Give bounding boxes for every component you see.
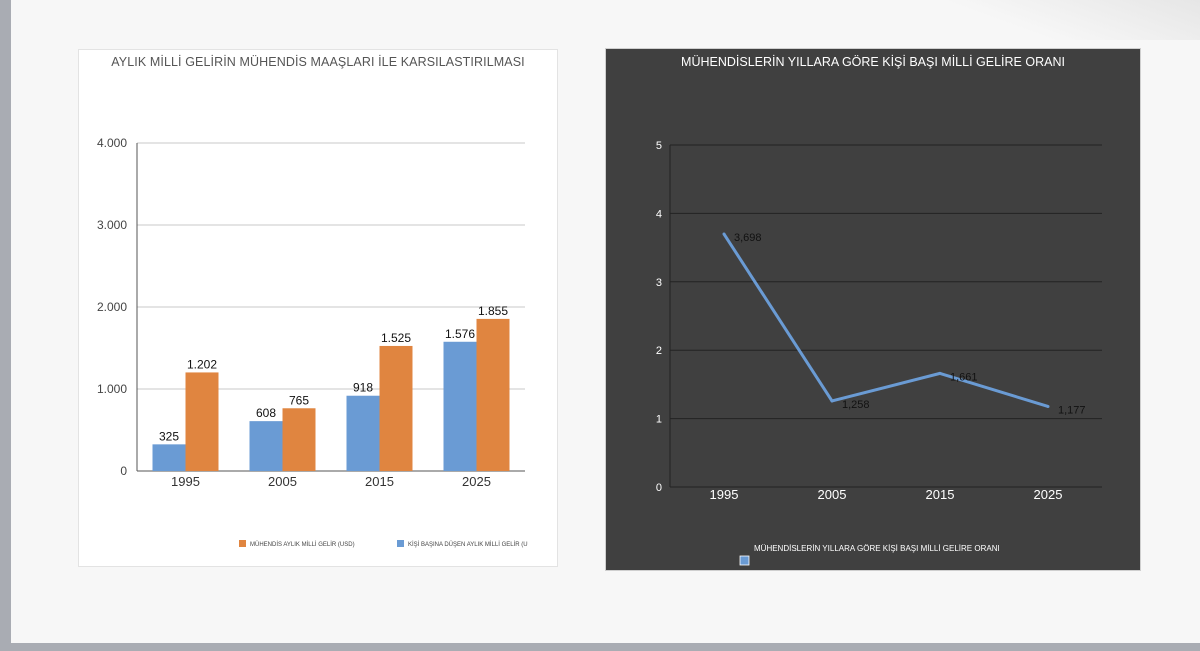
y-tick-label: 4 xyxy=(656,208,662,220)
y-tick-label: 5 xyxy=(656,140,662,152)
bar-2025-series-1 xyxy=(476,318,510,471)
line-chart-svg: MÜHENDİSLERİN YILLARA GÖRE KİŞİ BAŞI MİL… xyxy=(656,55,1102,566)
data-label: 918 xyxy=(353,381,373,395)
chart-title: AYLIK MİLLİ GELİRİN MÜHENDİS MAAŞLARI İL… xyxy=(111,55,524,69)
x-tick-label: 2015 xyxy=(926,487,955,502)
y-tick-label: 4.000 xyxy=(97,136,127,150)
data-label: 1.525 xyxy=(381,331,411,345)
x-tick-label: 1995 xyxy=(171,474,200,489)
x-tick-label: 2005 xyxy=(268,474,297,489)
y-tick-label: 0 xyxy=(656,482,662,494)
y-tick-label: 3 xyxy=(656,277,662,289)
data-label: 608 xyxy=(256,406,276,420)
bar-2025-series-0 xyxy=(443,341,477,471)
data-label: 1.202 xyxy=(187,357,217,371)
legend-swatch xyxy=(397,540,404,547)
y-tick-label: 0 xyxy=(120,464,127,478)
legend-swatch xyxy=(239,540,246,547)
y-tick-label: 1.000 xyxy=(97,382,127,396)
data-label: 1,177 xyxy=(1058,404,1086,416)
data-point xyxy=(830,399,834,403)
bar-2015-series-0 xyxy=(346,395,380,471)
bar-chart-svg: AYLIK MİLLİ GELİRİN MÜHENDİS MAAŞLARI İL… xyxy=(97,55,528,548)
x-tick-label: 1995 xyxy=(710,487,739,502)
data-point xyxy=(938,371,942,375)
legend-label: MÜHENDİS AYLIK MİLLİ GELİR (USD) xyxy=(250,541,355,548)
bar-2005-series-1 xyxy=(282,408,316,471)
data-label: 1,258 xyxy=(842,399,870,411)
data-label: 325 xyxy=(159,429,179,443)
bar-1995-series-0 xyxy=(152,444,186,471)
data-label: 1,661 xyxy=(950,371,978,383)
x-tick-label: 2025 xyxy=(1034,487,1063,502)
chart-title: MÜHENDİSLERİN YILLARA GÖRE KİŞİ BAŞI MİL… xyxy=(681,55,1065,69)
bar-1995-series-1 xyxy=(185,372,219,471)
x-tick-label: 2005 xyxy=(818,487,847,502)
data-label: 1.855 xyxy=(478,304,508,318)
x-tick-label: 2015 xyxy=(365,474,394,489)
series-line xyxy=(722,233,1049,408)
y-tick-label: 2.000 xyxy=(97,300,127,314)
page-shadow xyxy=(940,0,1200,40)
line-chart-panel: MÜHENDİSLERİN YILLARA GÖRE KİŞİ BAŞI MİL… xyxy=(605,48,1141,571)
data-point xyxy=(722,232,726,236)
legend-label: MÜHENDİSLERİN YILLARA GÖRE KİŞİ BAŞI MİL… xyxy=(754,544,1000,553)
data-point xyxy=(1046,404,1050,408)
data-label: 765 xyxy=(289,393,309,407)
x-tick-label: 2025 xyxy=(462,474,491,489)
data-label: 1.576 xyxy=(445,327,475,341)
bar-2005-series-0 xyxy=(249,421,283,471)
bar-chart-panel: AYLIK MİLLİ GELİRİN MÜHENDİS MAAŞLARI İL… xyxy=(78,49,558,567)
bar-2015-series-1 xyxy=(379,345,413,471)
legend-label: KİŞİ BAŞINA DÜŞEN AYLIK MİLLİ GELİR (U xyxy=(408,541,528,548)
y-tick-label: 3.000 xyxy=(97,218,127,232)
y-tick-label: 2 xyxy=(656,345,662,357)
legend-swatch xyxy=(739,555,750,566)
data-label: 3,698 xyxy=(734,232,762,244)
y-tick-label: 1 xyxy=(656,414,662,426)
